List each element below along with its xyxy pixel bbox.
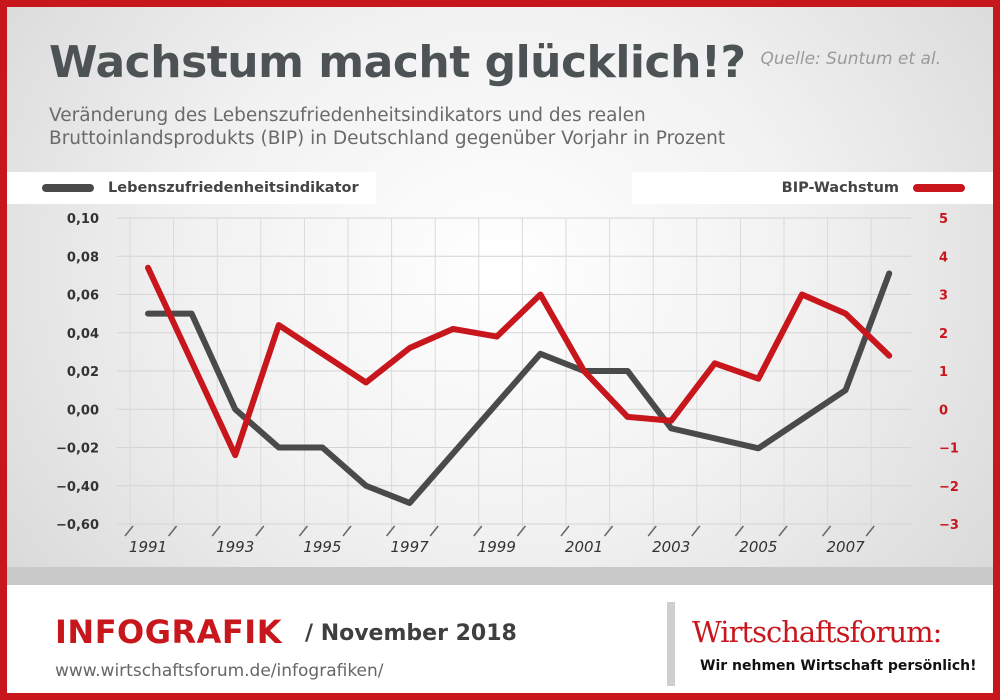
source-note: Quelle: Suntum et al.: [760, 49, 941, 69]
x-tick-mark: [691, 525, 701, 537]
y-left-tick-label: −0,02: [56, 442, 99, 457]
y-right-tick-label: −2: [939, 480, 959, 495]
x-tick-mark: [386, 525, 396, 537]
y-right-tick-label: 4: [939, 250, 948, 265]
x-tick-mark: [124, 525, 134, 537]
brand-logo: Wirtschaftsforum:: [692, 615, 942, 649]
legend-swatch-bip: [913, 184, 965, 192]
grid: [117, 217, 911, 530]
y-left-tick-label: 0,06: [67, 289, 99, 304]
x-tick-mark: [211, 525, 221, 537]
x-tick-mark: [822, 525, 832, 537]
legend-life-satisfaction: Lebenszufriedenheitsindikator: [7, 172, 376, 204]
x-tick-mark: [604, 525, 614, 537]
subtitle-line-2: Bruttoinlandsprodukts (BIP) in Deutschla…: [49, 128, 726, 149]
x-tick-mark: [865, 525, 875, 537]
page-title: Wachstum macht glücklich!?: [49, 37, 746, 88]
legend-label-bip: BIP-Wachstum: [781, 180, 899, 196]
subtitle-line-1: Veränderung des Lebenszufriedenheitsindi…: [49, 105, 646, 126]
x-tick-label: 1993: [216, 538, 254, 556]
publication-date: / November 2018: [305, 621, 517, 646]
y-left-tick-label: −0,40: [56, 480, 99, 495]
x-tick-mark: [473, 525, 483, 537]
y-left-tick-label: 0,02: [67, 365, 99, 380]
y-left-tick-label: 0,04: [67, 327, 99, 342]
infografik-label: INFOGRAFIK: [55, 613, 282, 651]
legend-swatch-life: [42, 184, 94, 192]
y-left-tick-label: −0,60: [56, 518, 99, 533]
y-right-tick-label: 5: [939, 212, 948, 227]
x-tick-label: 1997: [391, 538, 430, 556]
brand-tagline: Wir nehmen Wirtschaft persönlich!: [700, 658, 977, 674]
y-right-tick-label: 0: [939, 403, 948, 418]
x-tick-mark: [560, 525, 570, 537]
footer-divider: [667, 602, 675, 686]
line-chart: 0,10 5 0,08 4 0,06 3 0,04 2 0,02 1 0,00 0 −0,02 −1 −0,…: [56, 212, 959, 556]
x-tick-label: 2005: [739, 538, 777, 556]
x-tick-label: 1999: [478, 538, 516, 556]
y-left-tick-label: 0,08: [67, 250, 99, 265]
x-tick-mark: [168, 525, 178, 537]
series-line-life-satisfaction: [145, 270, 893, 506]
x-tick-label: 2003: [652, 538, 690, 556]
y-left-tick-label: 0,00: [67, 403, 99, 418]
x-tick-mark: [255, 525, 265, 537]
x-tick-mark: [429, 525, 439, 537]
series-line-bip: [145, 264, 893, 459]
footer: INFOGRAFIK / November 2018 www.wirtschaf…: [7, 585, 993, 693]
series: [145, 264, 893, 506]
x-tick-label: 1991: [129, 538, 167, 556]
y-right-tick-label: 2: [939, 327, 948, 342]
x-tick-mark: [778, 525, 788, 537]
legend-bip: BIP-Wachstum: [632, 172, 993, 204]
y-right-tick-label: 1: [939, 365, 948, 380]
x-tick-mark: [647, 525, 657, 537]
y-right-tick-label: −1: [939, 442, 959, 457]
x-tick-mark: [342, 525, 352, 537]
divider-band: [7, 567, 993, 587]
footer-url[interactable]: www.wirtschaftsforum.de/infografiken/: [55, 661, 384, 681]
x-tick-label: 1995: [303, 538, 341, 556]
x-tick-mark: [298, 525, 308, 537]
x-tick-label: 2007: [827, 538, 866, 556]
x-tick-mark: [516, 525, 526, 537]
x-tick-mark: [734, 525, 744, 537]
legend-label-life: Lebenszufriedenheitsindikator: [108, 180, 359, 196]
y-right-tick-label: −3: [939, 518, 959, 533]
axes: 0,10 5 0,08 4 0,06 3 0,04 2 0,02 1 0,00 0 −0,02 −1 −0,…: [56, 212, 959, 556]
y-left-tick-label: 0,10: [67, 212, 99, 227]
subtitle: Veränderung des Lebenszufriedenheitsindi…: [49, 104, 849, 150]
y-right-tick-label: 3: [939, 289, 948, 304]
x-tick-label: 2001: [565, 538, 603, 556]
